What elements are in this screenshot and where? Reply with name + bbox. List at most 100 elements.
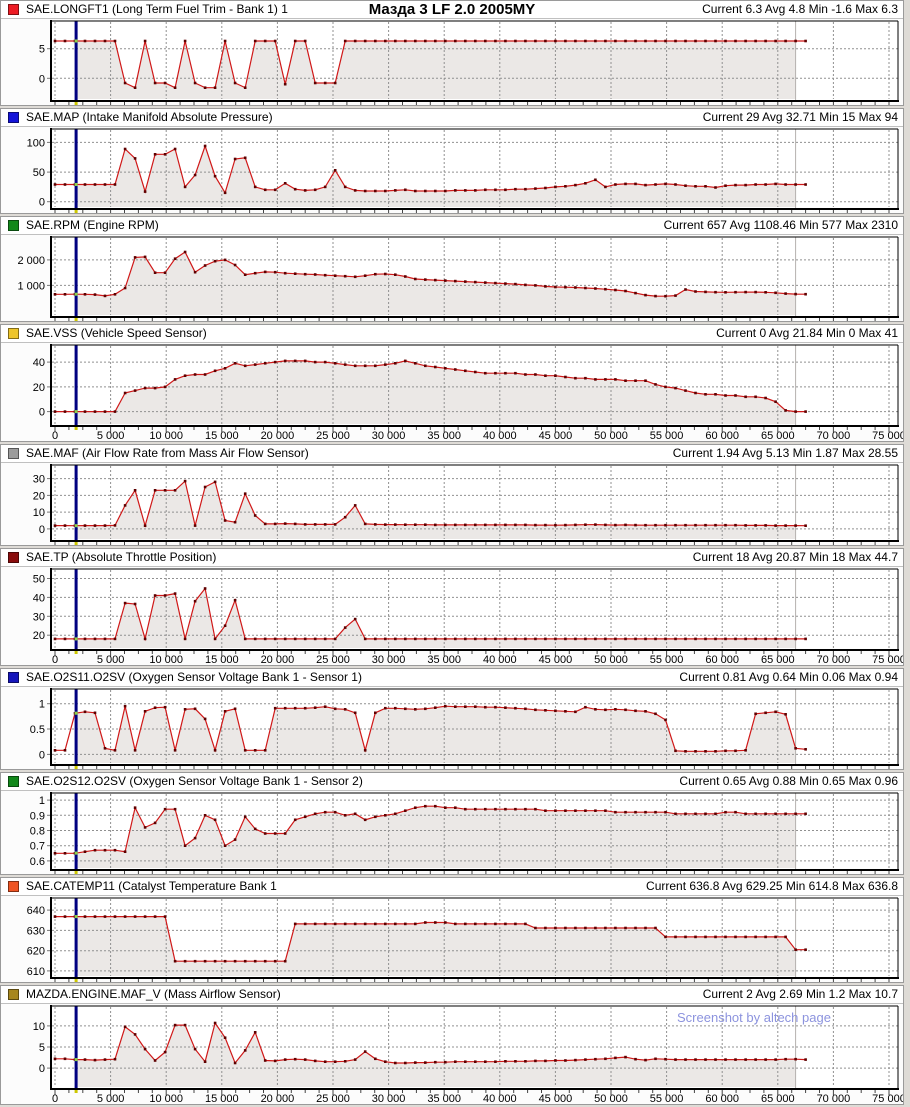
pid-stats: Current 1.94 Avg 5.13 Min 1.87 Max 28.55 <box>672 446 898 460</box>
pid-title: SAE.RPM (Engine RPM) <box>26 218 159 232</box>
svg-text:50: 50 <box>33 574 45 586</box>
svg-text:1: 1 <box>39 699 45 711</box>
pid-title: SAE.MAP (Intake Manifold Absolute Pressu… <box>26 110 273 124</box>
chart-plot: 2 000 1 000 <box>17 236 899 321</box>
panel-header: SAE.LONGFT1 (Long Term Fuel Trim - Bank … <box>1 1 903 19</box>
pid-stats: Current 0.65 Avg 0.88 Min 0.65 Max 0.96 <box>679 774 898 788</box>
svg-text:0.8: 0.8 <box>30 826 45 838</box>
svg-text:30 000: 30 000 <box>372 1093 406 1105</box>
svg-text:60 000: 60 000 <box>705 654 739 666</box>
svg-text:65 000: 65 000 <box>761 1093 795 1105</box>
svg-text:20: 20 <box>33 382 45 394</box>
chart-panel-maf: SAE.MAF (Air Flow Rate from Mass Air Flo… <box>0 444 904 546</box>
svg-text:620: 620 <box>27 946 45 958</box>
series-color-swatch-icon <box>8 552 19 563</box>
svg-text:70 000: 70 000 <box>817 430 851 442</box>
pid-stats: Current 657 Avg 1108.46 Min 577 Max 2310 <box>663 218 898 232</box>
svg-text:70 000: 70 000 <box>817 654 851 666</box>
panel-header: MAZDA.ENGINE.MAF_V (Mass Airflow Sensor)… <box>1 986 903 1004</box>
chart-plot: 10.50 <box>30 688 899 769</box>
svg-text:30: 30 <box>33 611 45 623</box>
chart-panel-vss: SAE.VSS (Vehicle Speed Sensor) Current 0… <box>0 324 904 442</box>
svg-text:75 000: 75 000 <box>872 654 904 666</box>
pid-title: SAE.O2S11.O2SV (Oxygen Sensor Voltage Ba… <box>26 670 362 684</box>
svg-text:0.9: 0.9 <box>30 810 45 822</box>
chart-canvas[interactable]: 50 40 30 20 0 5 000 10 000 15 000 20 000 25 000 30… <box>1 567 903 665</box>
svg-text:0: 0 <box>39 1063 45 1075</box>
chart-canvas[interactable]: 1 0.9 0.8 0.7 0.6 <box>1 791 903 874</box>
pid-title: SAE.LONGFT1 (Long Term Fuel Trim - Bank … <box>26 2 288 16</box>
chart-canvas[interactable]: 1 0.5 0 <box>1 687 903 769</box>
svg-text:30 000: 30 000 <box>372 654 406 666</box>
svg-text:1: 1 <box>39 795 45 807</box>
chart-canvas[interactable]: 40 20 0 0 5 000 10 000 15 000 20 000 25 000 30 00… <box>1 343 903 441</box>
panel-header: SAE.MAP (Intake Manifold Absolute Pressu… <box>1 109 903 127</box>
chart-panel-o2s11: SAE.O2S11.O2SV (Oxygen Sensor Voltage Ba… <box>0 668 904 770</box>
svg-text:20 000: 20 000 <box>261 654 295 666</box>
svg-text:5 000: 5 000 <box>97 430 125 442</box>
svg-text:5: 5 <box>39 44 45 56</box>
series-color-swatch-icon <box>8 220 19 231</box>
svg-text:2 000: 2 000 <box>17 255 45 267</box>
svg-text:0: 0 <box>52 1093 58 1105</box>
svg-text:0: 0 <box>39 524 45 536</box>
chart-canvas[interactable]: 30 20 10 0 <box>1 463 903 545</box>
pid-title: MAZDA.ENGINE.MAF_V (Mass Airflow Sensor) <box>26 987 281 1001</box>
svg-text:70 000: 70 000 <box>817 1093 851 1105</box>
series-color-swatch-icon <box>8 989 19 1000</box>
svg-text:55 000: 55 000 <box>650 654 684 666</box>
chart-panel-catemp11: SAE.CATEMP11 (Catalyst Temperature Bank … <box>0 877 904 983</box>
svg-text:640: 640 <box>27 905 45 917</box>
chart-plot: 640 630 620 610 <box>27 897 899 982</box>
pid-stats: Current 29 Avg 32.71 Min 15 Max 94 <box>702 110 898 124</box>
svg-text:30 000: 30 000 <box>372 430 406 442</box>
pid-stats: Current 2 Avg 2.69 Min 1.2 Max 10.7 <box>702 987 898 1001</box>
svg-text:0: 0 <box>39 407 45 419</box>
svg-text:0: 0 <box>39 73 45 85</box>
series-color-swatch-icon <box>8 776 19 787</box>
chart-panel-longft1: SAE.LONGFT1 (Long Term Fuel Trim - Bank … <box>0 0 904 106</box>
pid-title: SAE.MAF (Air Flow Rate from Mass Air Flo… <box>26 446 309 460</box>
svg-text:10 000: 10 000 <box>149 1093 183 1105</box>
svg-text:65 000: 65 000 <box>761 654 795 666</box>
chart-plot: 30 20 10 0 <box>33 464 899 545</box>
svg-text:50 000: 50 000 <box>594 654 628 666</box>
panel-header: SAE.MAF (Air Flow Rate from Mass Air Flo… <box>1 445 903 463</box>
pid-title: SAE.O2S12.O2SV (Oxygen Sensor Voltage Ba… <box>26 774 363 788</box>
pid-stats: Current 0.81 Avg 0.64 Min 0.06 Max 0.94 <box>679 670 898 684</box>
pid-stats: Current 18 Avg 20.87 Min 18 Max 44.7 <box>692 550 898 564</box>
svg-text:1 000: 1 000 <box>17 280 45 292</box>
series-color-swatch-icon <box>8 112 19 123</box>
chart-panel-rpm: SAE.RPM (Engine RPM) Current 657 Avg 110… <box>0 216 904 322</box>
svg-text:50 000: 50 000 <box>594 430 628 442</box>
svg-text:45 000: 45 000 <box>539 1093 573 1105</box>
svg-text:40 000: 40 000 <box>483 654 517 666</box>
svg-text:45 000: 45 000 <box>539 430 573 442</box>
svg-text:35 000: 35 000 <box>427 430 461 442</box>
chart-plot: 50 <box>39 20 899 105</box>
chart-canvas[interactable]: 2 000 1 000 <box>1 235 903 321</box>
svg-text:60 000: 60 000 <box>705 430 739 442</box>
svg-text:10: 10 <box>33 507 45 519</box>
svg-text:0: 0 <box>39 197 45 209</box>
chart-canvas[interactable]: 100 50 0 <box>1 127 903 213</box>
svg-text:25 000: 25 000 <box>316 1093 350 1105</box>
svg-text:0.7: 0.7 <box>30 841 45 853</box>
svg-text:20: 20 <box>33 490 45 502</box>
panel-header: SAE.O2S11.O2SV (Oxygen Sensor Voltage Ba… <box>1 669 903 687</box>
chart-panel-o2s12: SAE.O2S12.O2SV (Oxygen Sensor Voltage Ba… <box>0 772 904 875</box>
chart-canvas[interactable]: 10 5 0 0 5 000 10 000 15 000 20 000 25 000 30 000… <box>1 1004 903 1104</box>
panel-header: SAE.TP (Absolute Throttle Position) Curr… <box>1 549 903 567</box>
pid-stats: Current 636.8 Avg 629.25 Min 614.8 Max 6… <box>646 879 898 893</box>
svg-text:630: 630 <box>27 925 45 937</box>
svg-text:20: 20 <box>33 630 45 642</box>
chart-plot: 100 50 0 <box>27 128 899 213</box>
panel-header: SAE.O2S12.O2SV (Oxygen Sensor Voltage Ba… <box>1 773 903 791</box>
chart-plot: 50 40 30 20 0 5 000 10 000 15 000 20 000 25 000 30… <box>33 568 904 666</box>
svg-text:50: 50 <box>33 167 45 179</box>
panel-header: SAE.CATEMP11 (Catalyst Temperature Bank … <box>1 878 903 896</box>
svg-text:35 000: 35 000 <box>427 1093 461 1105</box>
chart-canvas[interactable]: 640 630 620 610 <box>1 896 903 982</box>
